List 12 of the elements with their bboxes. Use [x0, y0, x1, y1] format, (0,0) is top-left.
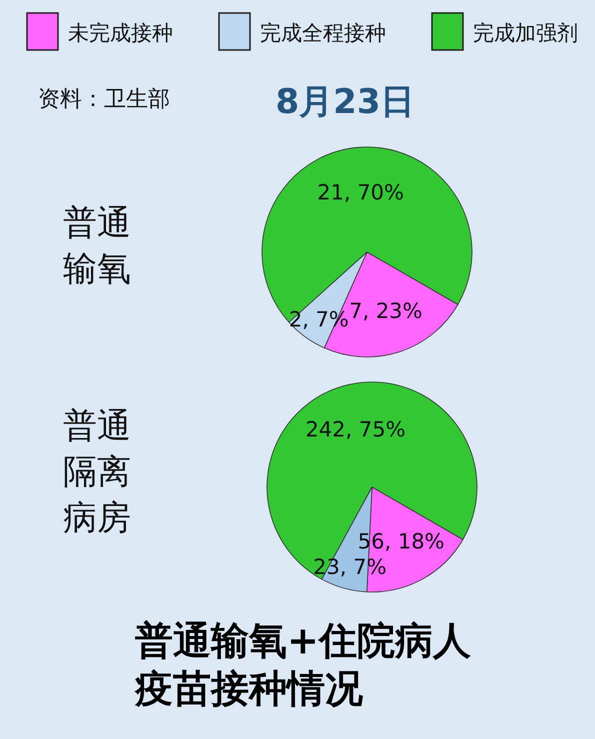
text: 普通输氧 [63, 203, 131, 290]
text: 8月23日 [276, 82, 414, 122]
legend: 未完成接种 完成全程接种 完成加强剂 [26, 12, 578, 51]
text: 资料：卫生部 [38, 87, 170, 112]
text: 普通输氧+住院病人疫苗接种情况 [134, 618, 471, 711]
legend-label: 完成全程接种 [260, 21, 386, 45]
data-label: 242, 75% [305, 417, 406, 442]
text: 普通隔离病房 [63, 406, 131, 538]
legend-label: 完成加强剂 [473, 21, 578, 45]
data-label: 7, 23% [349, 298, 423, 323]
data-label: 21, 70% [317, 180, 404, 204]
legend-label: 未完成接种 [68, 21, 173, 45]
